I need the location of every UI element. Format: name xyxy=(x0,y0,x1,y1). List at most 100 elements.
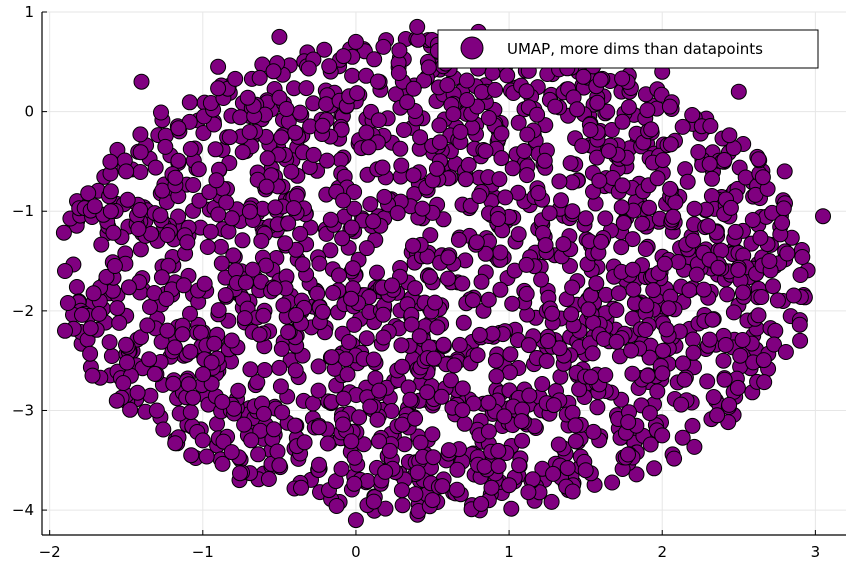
data-point xyxy=(68,279,85,295)
data-point xyxy=(614,70,631,87)
data-point xyxy=(105,224,122,241)
data-point xyxy=(634,215,651,232)
data-point xyxy=(424,426,441,443)
data-point xyxy=(661,98,678,115)
data-point xyxy=(215,433,232,450)
data-point xyxy=(487,81,504,98)
data-point xyxy=(346,449,363,466)
x-tick-label: −2 xyxy=(39,543,61,561)
data-point xyxy=(340,334,357,350)
data-point xyxy=(604,474,621,491)
data-point xyxy=(702,118,719,134)
data-point xyxy=(82,320,99,337)
data-point xyxy=(538,353,555,369)
data-point xyxy=(175,277,192,294)
data-point xyxy=(425,350,442,367)
data-point xyxy=(331,267,347,284)
data-point xyxy=(207,141,224,158)
data-point xyxy=(710,259,727,276)
data-point xyxy=(351,409,368,426)
data-point xyxy=(206,335,223,352)
data-point xyxy=(236,310,253,327)
data-point xyxy=(166,339,183,356)
data-point xyxy=(499,67,516,84)
data-point xyxy=(645,282,662,299)
data-point xyxy=(439,77,456,93)
data-point xyxy=(335,416,351,433)
data-point xyxy=(251,69,268,86)
data-point xyxy=(471,326,488,343)
data-point xyxy=(480,291,497,308)
data-point xyxy=(283,163,300,180)
data-point xyxy=(567,433,584,450)
data-point xyxy=(775,200,792,217)
data-point xyxy=(794,249,811,265)
data-point xyxy=(504,160,521,177)
data-point xyxy=(655,342,672,359)
data-point xyxy=(244,261,261,278)
data-point xyxy=(359,473,376,489)
data-point xyxy=(518,256,535,273)
data-point xyxy=(59,295,76,311)
data-point xyxy=(314,303,331,320)
data-point xyxy=(325,284,342,301)
data-point xyxy=(715,352,732,369)
data-point xyxy=(285,200,302,217)
data-point xyxy=(265,63,282,80)
data-point xyxy=(518,285,535,302)
data-point xyxy=(639,102,656,119)
data-point xyxy=(649,170,666,187)
data-point xyxy=(514,432,531,449)
data-point xyxy=(477,245,494,262)
data-point xyxy=(662,180,679,197)
data-point xyxy=(210,80,227,97)
data-point xyxy=(346,316,363,333)
data-point xyxy=(545,397,562,414)
data-point xyxy=(537,237,554,254)
data-point xyxy=(158,291,175,307)
data-point xyxy=(414,200,431,217)
data-point xyxy=(628,466,645,483)
data-point xyxy=(369,411,386,428)
data-point xyxy=(185,389,201,406)
data-point xyxy=(666,450,683,467)
data-point xyxy=(275,297,292,314)
x-tick-label: 1 xyxy=(504,543,514,561)
data-point xyxy=(473,84,490,100)
data-point xyxy=(318,96,335,113)
data-point xyxy=(241,124,258,140)
data-point xyxy=(255,307,272,324)
data-point xyxy=(278,101,295,117)
data-point xyxy=(620,414,637,431)
data-point xyxy=(251,326,268,343)
data-point xyxy=(198,448,215,465)
data-point xyxy=(93,236,110,253)
data-point xyxy=(371,433,387,450)
data-point xyxy=(296,434,313,451)
data-point xyxy=(335,48,352,65)
data-point xyxy=(510,114,527,131)
data-point xyxy=(501,477,518,494)
data-point xyxy=(455,314,472,331)
data-point xyxy=(428,160,445,177)
data-point xyxy=(721,396,738,413)
data-point xyxy=(704,170,720,187)
data-point xyxy=(431,134,448,151)
data-point xyxy=(407,410,424,427)
data-point xyxy=(754,169,771,186)
data-point xyxy=(584,345,601,362)
data-point xyxy=(174,326,191,343)
data-point xyxy=(597,367,614,384)
data-point xyxy=(750,307,767,324)
data-point xyxy=(582,122,599,138)
data-point xyxy=(227,70,244,87)
data-point xyxy=(654,152,671,169)
data-point xyxy=(540,333,556,349)
data-point xyxy=(577,210,594,227)
data-point xyxy=(214,455,231,472)
data-point xyxy=(725,304,742,321)
data-point xyxy=(405,237,421,254)
data-point xyxy=(280,215,297,232)
data-point xyxy=(425,449,442,466)
x-tick-label: 0 xyxy=(351,543,361,561)
